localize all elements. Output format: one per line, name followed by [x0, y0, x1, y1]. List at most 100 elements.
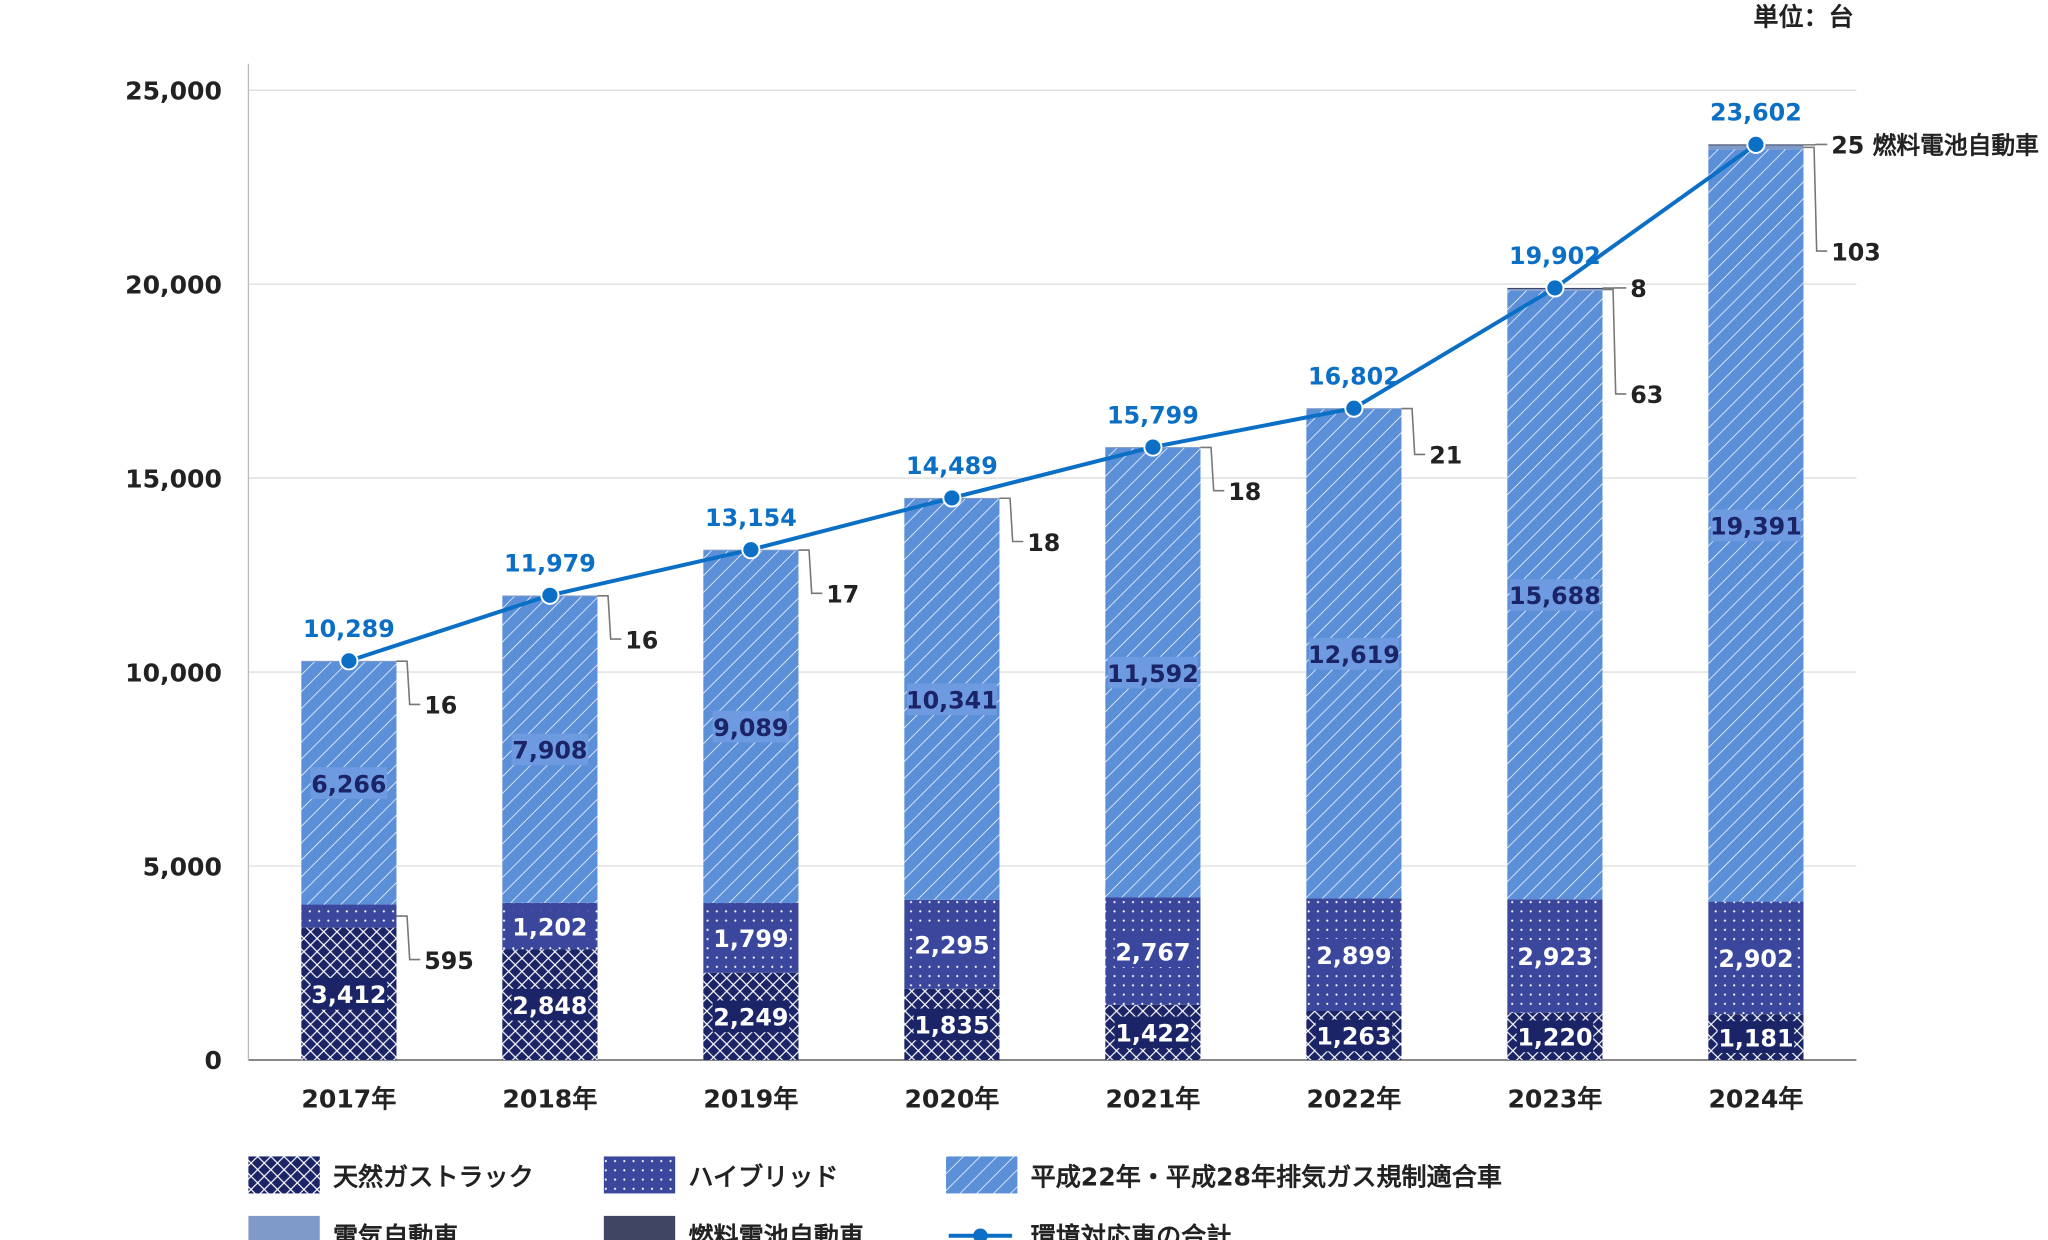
- legend-label: 平成22年・平成28年排気ガス規制適合車: [1031, 1163, 1502, 1192]
- legend-label: ハイブリッド: [688, 1163, 838, 1192]
- y-tick-label: 0: [205, 1046, 222, 1075]
- callout-label-fuel-cell: 8: [1630, 275, 1647, 303]
- x-tick-label: 2024年: [1708, 1085, 1803, 1114]
- total-marker: [942, 488, 962, 508]
- callout-label-electric: 63: [1630, 381, 1663, 409]
- callout-label-electric: 21: [1429, 442, 1462, 470]
- total-label: 15,799: [1107, 401, 1199, 429]
- total-marker: [1545, 278, 1565, 298]
- total-marker: [1746, 134, 1766, 154]
- data-label-natural-gas: 2,249: [713, 1004, 788, 1032]
- data-label-bg: [712, 921, 790, 954]
- data-label-bg: [1315, 938, 1393, 971]
- data-label-bg: [511, 988, 589, 1021]
- leader-line: [1602, 288, 1627, 395]
- bars: 3,412 595 6,266 16 2,848 1,202 7,908 16 2,249 1,7…: [301, 132, 2039, 1060]
- x-tick-label: 2017年: [301, 1085, 396, 1114]
- data-label-hybrid: 1,799: [713, 925, 788, 953]
- leader-line: [1401, 407, 1426, 456]
- total-marker: [339, 651, 359, 671]
- data-label-emission-compliant: 10,341: [906, 686, 998, 714]
- callout-label-electric: 16: [625, 626, 658, 654]
- data-label-emission-compliant: 7,908: [512, 737, 587, 765]
- total-marker: [540, 585, 560, 605]
- x-tick-label: 2019年: [703, 1085, 798, 1114]
- total-label: 13,154: [705, 504, 797, 532]
- y-tick-label: 10,000: [125, 658, 222, 687]
- data-label-natural-gas: 1,181: [1718, 1024, 1793, 1052]
- legend-swatch-fuel-cell: [603, 1215, 676, 1240]
- total-label: 23,602: [1710, 99, 1802, 127]
- data-label-bg: [1315, 1019, 1393, 1052]
- legend-label: 天然ガストラック: [333, 1163, 534, 1192]
- callout-label-electric: 103: [1831, 238, 1881, 266]
- unit-label: 単位：台: [1753, 2, 1853, 31]
- total-label: 11,979: [504, 550, 596, 578]
- leader-line: [999, 497, 1024, 543]
- data-label-bg: [913, 928, 991, 961]
- data-label-hybrid: 2,902: [1718, 945, 1793, 973]
- data-label-bg: [1509, 579, 1600, 611]
- data-label-bg: [712, 1000, 790, 1033]
- data-label-bg: [310, 767, 388, 799]
- x-tick-label: 2018年: [502, 1085, 597, 1114]
- y-tick-label: 15,000: [125, 464, 222, 493]
- x-tick-label: 2020年: [904, 1085, 999, 1114]
- total-marker: [741, 540, 761, 560]
- callout-label-electric: 17: [826, 581, 859, 609]
- x-tick-label: 2021年: [1105, 1085, 1200, 1114]
- total-line-path: [348, 142, 1758, 663]
- data-label-hybrid: 2,923: [1517, 943, 1592, 971]
- data-label-hybrid: 1,202: [512, 913, 587, 941]
- data-label-emission-compliant: 15,688: [1509, 582, 1601, 610]
- bar-hybrid: [301, 904, 397, 928]
- y-tick-label: 25,000: [125, 76, 222, 105]
- total-line: 10,289 11,979 13,154 14,489 15,799 16,802 19,9…: [303, 99, 1802, 671]
- y-tick-label: 5,000: [143, 852, 222, 881]
- data-label-natural-gas: 2,848: [512, 992, 587, 1020]
- leader-line: [798, 549, 823, 595]
- total-label: 14,489: [906, 452, 998, 480]
- legend-swatch-total-marker: [973, 1228, 988, 1240]
- leader-line: [1200, 446, 1225, 492]
- data-label-bg: [1114, 1016, 1192, 1049]
- leader-line: [396, 915, 421, 961]
- leader-line: [396, 660, 421, 706]
- legend-label: 環境対応車の合計: [1031, 1222, 1232, 1240]
- leader-line: [1803, 146, 1828, 252]
- legend-label: 燃料電池自動車: [688, 1222, 864, 1240]
- data-label-emission-compliant: 9,089: [713, 714, 788, 742]
- legend-swatch-natural-gas: [248, 1156, 320, 1194]
- total-marker: [1344, 398, 1364, 418]
- data-label-emission-compliant: 12,619: [1308, 641, 1400, 669]
- total-label: 10,289: [303, 615, 395, 643]
- data-label-natural-gas: 1,422: [1115, 1020, 1190, 1048]
- legend-swatch-electric: [248, 1215, 320, 1240]
- data-label-bg: [906, 683, 997, 716]
- total-label: 19,902: [1509, 242, 1601, 270]
- total-label: 16,802: [1308, 362, 1400, 390]
- data-label-hybrid: 2,767: [1115, 938, 1190, 966]
- data-label-bg: [712, 710, 790, 743]
- callout-label-electric: 18: [1228, 478, 1261, 506]
- callout-label-fuel-cell: 25 燃料電池自動車: [1831, 132, 2039, 160]
- y-tick-label: 20,000: [125, 270, 222, 299]
- data-label-hybrid: 2,899: [1316, 942, 1391, 970]
- data-label-natural-gas: 1,835: [914, 1012, 989, 1040]
- data-label-bg: [1710, 509, 1801, 542]
- data-label-bg: [511, 910, 589, 943]
- total-marker: [1143, 437, 1163, 457]
- data-label-bg: [1516, 940, 1594, 972]
- data-label-natural-gas: 3,412: [311, 981, 386, 1009]
- callout-label-electric: 18: [1027, 529, 1060, 557]
- data-label-emission-compliant: 11,592: [1107, 660, 1199, 688]
- callout-label-hybrid: 595: [424, 947, 474, 975]
- data-label-bg: [1717, 1021, 1795, 1053]
- data-label-hybrid: 2,295: [914, 932, 989, 960]
- x-tick-label: 2022年: [1306, 1085, 1401, 1114]
- legend-swatch-emission-compliant: [946, 1156, 1018, 1194]
- data-label-bg: [1516, 1020, 1594, 1053]
- data-label-bg: [1717, 942, 1795, 974]
